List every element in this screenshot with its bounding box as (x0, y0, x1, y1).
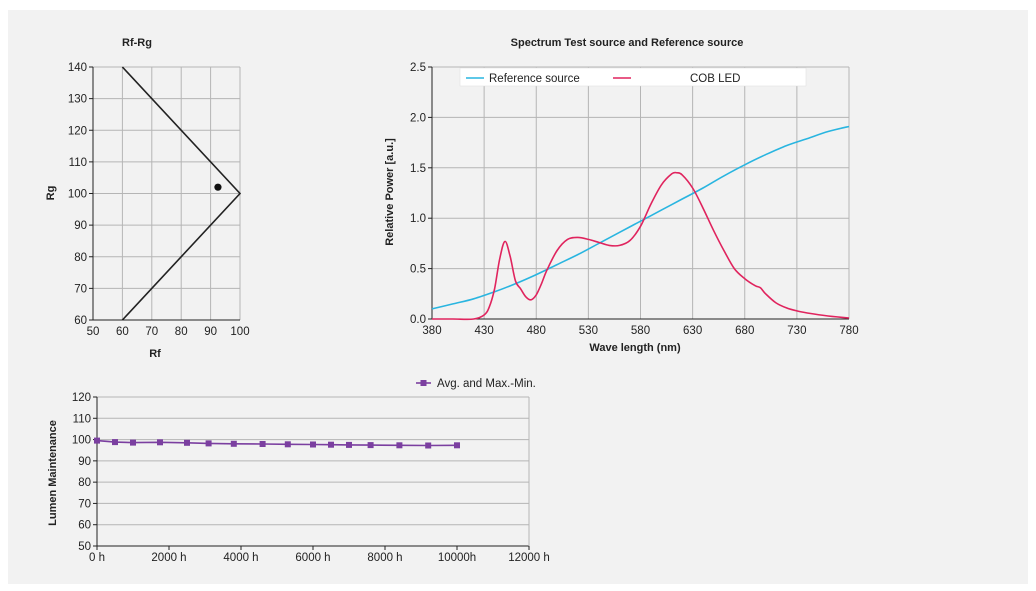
lumen-x-tick-label: 4000 h (223, 552, 258, 564)
spectrum-series-line-1 (431, 171, 850, 321)
rf-rg-y-tick-label: 80 (74, 252, 87, 264)
lumen-legend-label: Avg. and Max.-Min. (437, 378, 536, 390)
rf-rg-title: Rf-Rg (122, 37, 152, 49)
lumen-x-tick-label: 0 h (89, 552, 105, 564)
lumen-axis-label: Lumen Maintenance (47, 420, 59, 526)
lumen-legend-marker (420, 380, 427, 386)
rf-rg-y-tick-label: 110 (69, 157, 87, 169)
rf-rg-y-tick-label: 70 (74, 283, 87, 295)
lumen-x-tick-label: 8000 h (367, 552, 402, 564)
rf-rg-boundary-line (121, 66, 242, 321)
spectrum-title: Spectrum Test source and Reference sourc… (511, 37, 744, 49)
spectrum-x-tick-label: 630 (683, 325, 702, 337)
lumen-data-point (157, 439, 163, 446)
lumen-data-point (94, 437, 100, 444)
spectrum-x-tick-label: 680 (735, 325, 754, 337)
lumen-data-point (230, 440, 237, 447)
lumen-data-point (184, 439, 190, 446)
spectrum-x-tick-label: 430 (475, 325, 494, 337)
lumen-data-point (396, 442, 403, 449)
rf-rg-x-tick-label: 80 (175, 326, 188, 338)
rf-rg-chart: Rf-Rg Rf Rg 50 60 70 80 90 100607080901001101… (45, 37, 250, 360)
lumen-y-tick-label: 100 (72, 435, 91, 447)
spectrum-legend-label: Reference source (489, 73, 580, 85)
lumen-y-tick-label: 120 (72, 392, 91, 404)
lumen-chart: Lumen Maintenance 0 h 2000 h 4000 h 6000 h 8… (47, 378, 550, 564)
spectrum-x-tick-label: 580 (631, 325, 650, 337)
lumen-data-point (284, 441, 291, 448)
spectrum-y-tick-label: 2.5 (410, 62, 426, 74)
spectrum-x-tick-label: 780 (839, 325, 858, 337)
wavelength-axis-label: Wave length (nm) (589, 342, 681, 354)
spectrum-series-line-0 (431, 125, 850, 310)
spectrum-y-tick-label: 0.0 (410, 314, 426, 326)
rf-rg-point (214, 183, 222, 191)
lumen-data-point (328, 441, 334, 448)
rg-axis-label: Rg (45, 186, 57, 201)
rf-rg-x-tick-label: 70 (145, 326, 158, 338)
lumen-data-point (310, 441, 316, 448)
lumen-y-tick-label: 70 (78, 498, 91, 510)
rf-rg-y-tick-label: 90 (74, 220, 87, 232)
lumen-data-point (259, 441, 266, 447)
lumen-data-point (205, 440, 212, 447)
lumen-y-tick-label: 80 (78, 477, 91, 489)
rf-rg-x-tick-label: 50 (87, 326, 100, 338)
spectrum-y-tick-label: 0.5 (410, 264, 426, 276)
lumen-data-point (130, 439, 136, 446)
chart-panel (8, 10, 1028, 584)
spectrum-y-tick-label: 2.0 (410, 112, 426, 124)
spectrum-legend-box (459, 67, 807, 87)
lumen-y-tick-label: 50 (78, 541, 91, 553)
rf-axis-label: Rf (149, 348, 161, 360)
lumen-data-point (425, 442, 432, 449)
spectrum-chart: Spectrum Test source and Reference sourc… (384, 37, 859, 354)
rf-rg-y-tick-label: 140 (68, 62, 87, 74)
rf-rg-y-tick-label: 100 (68, 189, 87, 201)
rf-rg-x-tick-label: 100 (230, 326, 249, 338)
lumen-x-tick-label: 10000h (438, 552, 476, 564)
spectrum-legend-label: COB LED (690, 73, 741, 85)
spectrum-x-tick-label: 480 (527, 325, 546, 337)
lumen-data-point (112, 439, 118, 446)
lumen-x-tick-label: 6000 h (295, 552, 330, 564)
lumen-data-point (367, 442, 374, 449)
spectrum-x-tick-label: 530 (579, 325, 598, 337)
lumen-x-tick-label: 2000 h (151, 552, 186, 564)
relative-power-axis-label: Relative Power [a.u.] (384, 138, 396, 246)
lumen-y-tick-label: 90 (78, 456, 91, 468)
rf-rg-y-tick-label: 120 (68, 125, 87, 137)
spectrum-y-tick-label: 1.5 (410, 163, 426, 175)
spectrum-x-tick-label: 380 (422, 325, 441, 337)
lumen-data-point (346, 441, 352, 448)
rf-rg-x-tick-label: 90 (204, 326, 217, 338)
lumen-y-tick-label: 60 (78, 520, 91, 532)
lumen-data-point (454, 442, 460, 449)
spectrum-y-tick-label: 1.0 (410, 213, 426, 225)
lumen-y-tick-label: 110 (73, 413, 91, 425)
rf-rg-x-tick-label: 60 (116, 326, 129, 338)
spectrum-x-tick-label: 730 (787, 325, 806, 337)
lumen-series-line (96, 439, 458, 447)
lumen-x-tick-label: 12000 h (508, 552, 550, 564)
rf-rg-y-tick-label: 60 (74, 315, 87, 327)
rf-rg-y-tick-label: 130 (68, 94, 87, 106)
